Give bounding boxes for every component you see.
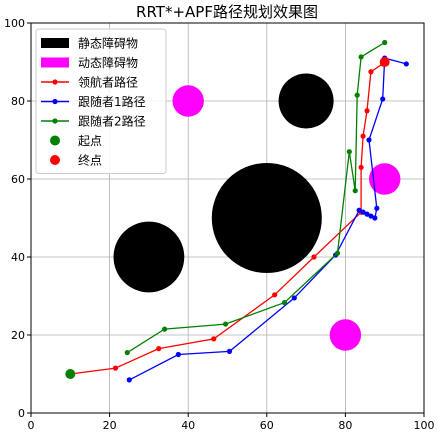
legend-label: 领航者路径 [78,75,138,90]
dynamic-obstacle [172,85,204,117]
legend-entry: 终点 [50,153,102,168]
legend-entry: 跟随者2路径 [41,114,146,129]
plot-frame [30,22,425,414]
series-point [311,254,317,260]
x-tick-label: 80 [338,419,352,432]
legend-entry: 领航者路径 [41,75,138,90]
series-point [360,209,366,215]
legend-swatch-point [52,118,58,124]
x-tick-label: 40 [181,419,195,432]
series-point [368,69,374,75]
y-tick-label: 80 [11,95,25,108]
series-point [360,133,366,139]
dynamic-obstacle [368,163,401,195]
series-point [126,377,132,383]
legend-entry: 静态障碍物 [41,36,138,51]
y-tick-label: 40 [11,251,25,264]
series-point [368,213,374,219]
series-2 [124,39,388,356]
legend-entry: 起点 [50,134,102,148]
x-tick-label: 20 [103,419,117,432]
series-point [366,137,372,143]
legend-swatch-point [52,79,58,85]
series-point [222,321,229,327]
series-point [281,300,288,306]
series-line [126,41,386,354]
start-end-markers [65,57,390,379]
x-tick-label: 0 [28,419,35,432]
legend-swatch [41,57,69,68]
obstacles [113,73,401,351]
y-tick-label: 60 [11,173,25,186]
start-point [65,369,76,379]
series-point [380,96,386,102]
legend-entry: 跟随者1路径 [41,94,146,109]
static-obstacle [278,73,334,129]
series-point [364,108,370,114]
legend-label: 动态障碍物 [78,55,138,70]
legend-label: 终点 [78,153,102,168]
y-tick-label: 20 [11,329,25,342]
chart-title: RRT*+APF路径规划效果图 [136,3,318,21]
series-point [372,215,378,221]
series-point [112,365,119,371]
series-point [346,149,352,155]
y-tick-label: 100 [4,17,25,30]
y-tick-label: 0 [18,407,25,420]
legend-swatch [41,38,69,48]
series-point [356,207,362,213]
legend-swatch-point [52,98,58,105]
end-point [379,57,390,67]
static-obstacle [211,162,322,274]
series-point [291,295,297,301]
legend-label: 起点 [78,134,102,148]
series-point [358,54,364,60]
legend-label: 静态障碍物 [78,36,138,51]
series-point [382,39,388,46]
static-obstacle [113,221,185,293]
series-point [124,349,130,356]
series-point [226,348,233,354]
series-point [334,250,341,256]
path-series [67,39,409,383]
series-point [272,292,278,298]
series-point [403,61,409,67]
legend-label: 跟随者1路径 [78,94,146,109]
series-point [156,346,162,352]
dynamic-obstacle [329,319,362,351]
series-point [364,211,370,217]
series-point [352,188,358,194]
series-point [211,336,217,342]
legend-swatch-point [50,135,60,146]
x-tick-label: 60 [260,419,274,432]
series-point [354,92,360,98]
legend-entry: 动态障碍物 [41,55,138,70]
legend-label: 跟随者2路径 [78,114,146,129]
x-tick-label: 100 [414,419,435,432]
series-point [162,326,168,332]
axis-ticks: 0 20 40 60 80 100 0 20 40 60 80 100 [4,17,435,432]
series-1 [126,55,409,383]
legend-swatch-point [50,155,60,165]
series-point [374,205,380,211]
series-point [175,351,181,358]
series-point [358,164,364,170]
